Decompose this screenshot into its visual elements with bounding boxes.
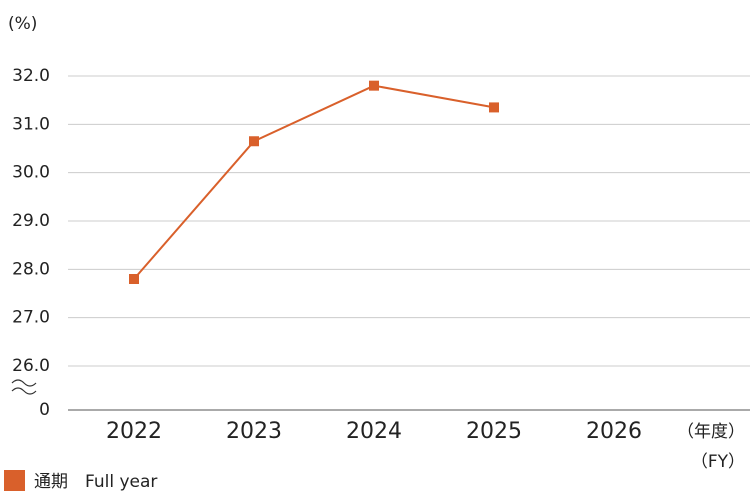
x-axis-label: （FY）	[691, 452, 745, 472]
y-tick-label: 0	[39, 400, 50, 420]
y-tick-label: 31.0	[12, 114, 50, 134]
x-tick-label: 2025	[466, 419, 522, 444]
y-tick-label: 28.0	[12, 259, 50, 279]
x-tick-label: 2022	[106, 419, 162, 444]
legend-swatch	[4, 470, 25, 491]
x-tick-label: 2024	[346, 419, 402, 444]
y-tick-label: 27.0	[12, 308, 50, 328]
axis-break	[11, 379, 37, 387]
legend-label: 通期 Full year	[34, 472, 157, 492]
marker	[249, 136, 259, 147]
y-tick-label: 29.0	[12, 211, 50, 231]
y-axis-label: (%)	[8, 14, 37, 34]
y-tick-label: 32.0	[12, 66, 50, 86]
line	[133, 84, 495, 280]
x-axis-label: （年度）	[677, 422, 745, 442]
x-tick-label: 2026	[586, 419, 642, 444]
y-tick-label: 30.0	[12, 163, 50, 183]
y-tick-label: 26.0	[12, 356, 50, 376]
x-tick-label: 2023	[226, 419, 282, 444]
axis-break	[11, 387, 37, 395]
marker	[489, 102, 499, 113]
marker	[369, 80, 379, 91]
marker	[129, 274, 139, 284]
